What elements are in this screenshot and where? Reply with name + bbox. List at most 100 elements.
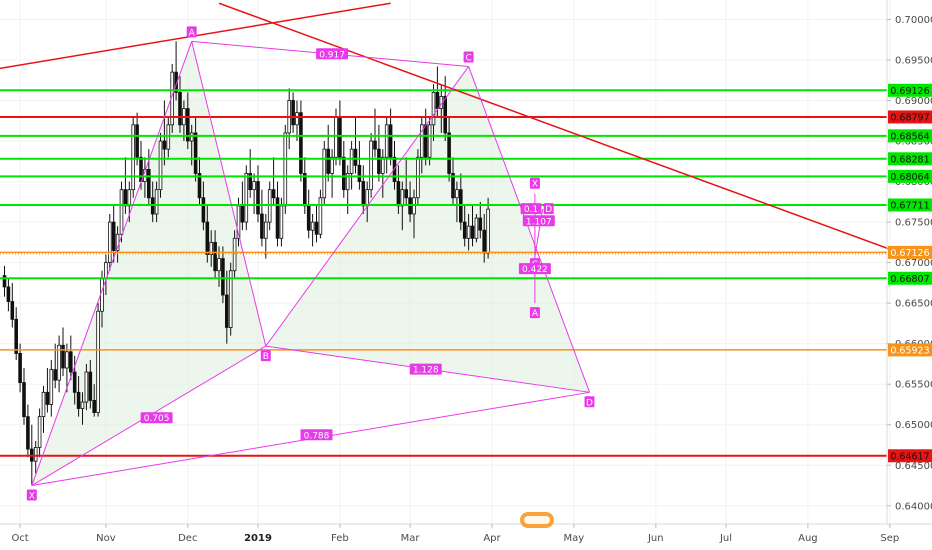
candle-body bbox=[431, 92, 436, 126]
price-tag bbox=[888, 129, 932, 143]
ratio-label: 0.705 bbox=[144, 414, 170, 424]
candle-body bbox=[369, 140, 373, 191]
x-tick-label: Mar bbox=[401, 533, 421, 544]
candle-body bbox=[10, 301, 15, 320]
candle-body bbox=[416, 156, 420, 199]
candle-body bbox=[213, 241, 217, 272]
point-label-c: C bbox=[465, 53, 471, 63]
candle-body bbox=[228, 270, 233, 328]
x-tick-label: Aug bbox=[798, 533, 818, 544]
candle-body bbox=[209, 241, 214, 255]
candle-body bbox=[139, 156, 143, 182]
point2-label-d-bg bbox=[543, 203, 554, 215]
horizontal-levels[interactable] bbox=[0, 89, 887, 457]
candle-body bbox=[486, 208, 490, 254]
candle-body bbox=[201, 197, 206, 223]
point-label-c-bg bbox=[463, 51, 474, 63]
candle-body bbox=[384, 124, 389, 158]
pattern-leg-xa[interactable] bbox=[31, 41, 193, 486]
ratio-label: 0.788 bbox=[304, 431, 330, 441]
candle-body bbox=[478, 217, 483, 231]
candle-body bbox=[111, 221, 116, 251]
candle-body bbox=[162, 140, 167, 150]
candle-body bbox=[427, 124, 432, 158]
candle-body bbox=[33, 447, 38, 462]
price-tag-label: 0.68797 bbox=[890, 112, 929, 123]
candle-body bbox=[26, 416, 30, 450]
x-tick-label: Dec bbox=[178, 533, 197, 544]
pattern-leg-bc[interactable] bbox=[265, 66, 470, 347]
candle-body bbox=[174, 71, 178, 93]
trend-lines[interactable] bbox=[0, 2, 898, 253]
candle-body bbox=[423, 124, 428, 158]
pattern-leg-ab[interactable] bbox=[191, 41, 267, 347]
point-label-b-bg bbox=[260, 350, 271, 362]
x-tick-label: Oct bbox=[11, 533, 28, 544]
price-tag-label: 0.69126 bbox=[890, 86, 929, 97]
candle-body bbox=[404, 189, 408, 199]
ratio-label: 1.128 bbox=[413, 366, 439, 376]
trend-line[interactable] bbox=[0, 2, 391, 72]
price-tag bbox=[888, 110, 932, 124]
candle-body bbox=[76, 391, 81, 409]
price-tag bbox=[888, 343, 932, 357]
candle-body bbox=[45, 391, 50, 405]
pattern-leg-cd[interactable] bbox=[468, 66, 590, 393]
candle-body bbox=[197, 173, 202, 199]
candle-body bbox=[361, 181, 366, 207]
price-tag bbox=[888, 449, 932, 463]
candle-body bbox=[474, 217, 479, 239]
candle-body bbox=[65, 351, 69, 369]
candle-body bbox=[299, 112, 303, 174]
candle-body bbox=[310, 221, 315, 231]
candle-body bbox=[377, 148, 381, 174]
candle-body bbox=[240, 205, 245, 223]
point-label-d-bg bbox=[584, 396, 595, 408]
price-tag-label: 0.67126 bbox=[890, 248, 929, 259]
ratio2-label-bg bbox=[518, 263, 551, 275]
candle-body bbox=[189, 132, 194, 142]
candle-body bbox=[18, 353, 22, 383]
candle-body bbox=[279, 205, 284, 239]
candle-body bbox=[252, 181, 256, 191]
time-axis[interactable]: Oct Nov Dec 2019 Feb Mar Apr May Jun Jul Aug Sep bbox=[11, 524, 899, 544]
price-tag-label: 0.64617 bbox=[890, 451, 929, 462]
candle-body bbox=[84, 371, 89, 403]
candle-body bbox=[447, 132, 451, 174]
ratio-label-bg bbox=[300, 429, 333, 441]
price-tag-label: 0.68281 bbox=[890, 154, 929, 165]
candle-body bbox=[482, 229, 486, 254]
ratio-label: 0.917 bbox=[319, 50, 345, 60]
candle-body bbox=[283, 132, 288, 207]
candle-body bbox=[341, 156, 346, 191]
candle-body bbox=[302, 173, 307, 207]
x-tick-label: Feb bbox=[331, 533, 349, 544]
candle-body bbox=[178, 92, 182, 126]
price-tag bbox=[888, 198, 932, 212]
x-tick-label: Nov bbox=[96, 533, 116, 544]
candle-body bbox=[314, 221, 319, 235]
candle-body bbox=[221, 258, 225, 296]
ratio2-label: 0.1 bbox=[524, 205, 538, 215]
candle-body bbox=[349, 148, 354, 174]
point2-label-a-bg bbox=[529, 307, 540, 319]
candle-body bbox=[6, 286, 11, 302]
trend-line[interactable] bbox=[218, 2, 898, 253]
candle-body bbox=[14, 318, 19, 354]
candle-body bbox=[275, 197, 280, 239]
candle-body bbox=[224, 294, 229, 328]
x-tick-label: May bbox=[564, 533, 585, 544]
price-tag bbox=[888, 245, 932, 259]
price-tag-label: 0.66807 bbox=[890, 274, 929, 285]
candle-body bbox=[205, 221, 210, 255]
candle-body bbox=[185, 108, 190, 142]
ratio2-label: 0.422 bbox=[522, 265, 548, 275]
ratio2-label-bg bbox=[522, 215, 555, 227]
